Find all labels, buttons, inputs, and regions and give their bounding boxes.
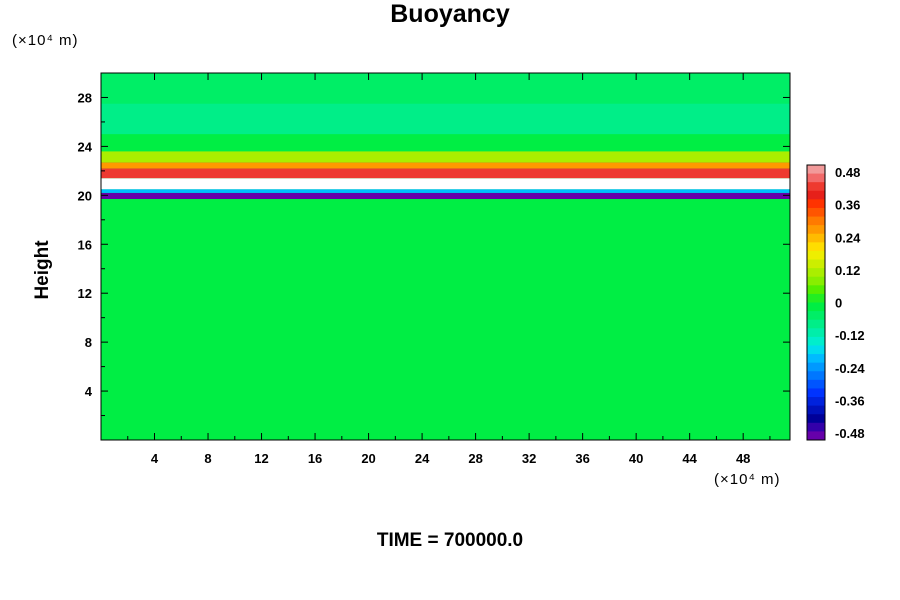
colorbar-swatch	[807, 354, 825, 364]
colorbar-label: -0.48	[835, 426, 865, 441]
field-band	[101, 103, 790, 135]
x-tick-label: 40	[629, 451, 643, 466]
x-tick-label: 8	[204, 451, 211, 466]
colorbar-label: 0.12	[835, 263, 860, 278]
colorbar-swatch	[807, 276, 825, 286]
y-tick-label: 20	[78, 188, 92, 203]
colorbar-label: -0.36	[835, 393, 865, 408]
x-tick-label: 4	[151, 451, 159, 466]
colorbar-swatch	[807, 165, 825, 175]
colorbar-swatch	[807, 371, 825, 381]
x-axis-unit: (×10⁴ m)	[714, 471, 781, 488]
field-band	[101, 73, 790, 104]
colorbar-swatch	[807, 319, 825, 329]
x-tick-label: 32	[522, 451, 536, 466]
colorbar-swatch	[807, 216, 825, 226]
y-tick-label: 16	[78, 237, 92, 252]
colorbar-frame	[806, 164, 826, 441]
colorbar-swatch	[807, 311, 825, 321]
colorbar-swatch	[807, 225, 825, 235]
colorbar-swatch	[807, 336, 825, 346]
heatmap-field	[101, 73, 790, 440]
chart-title: Buoyancy	[390, 0, 510, 28]
y-axis-unit: (×10⁴ m)	[12, 32, 79, 49]
colorbar-swatch	[807, 405, 825, 415]
colorbar-swatch	[807, 190, 825, 200]
colorbar-label: 0.36	[835, 198, 860, 213]
y-tick-label: 8	[85, 335, 92, 350]
y-tick-label: 28	[78, 90, 92, 105]
field-band	[101, 134, 790, 152]
colorbar-swatch	[807, 250, 825, 261]
y-tick-label: 4	[85, 384, 93, 399]
y-tick-label: 12	[78, 286, 92, 301]
colorbar-swatch	[807, 397, 825, 407]
colorbar-swatch	[807, 362, 825, 372]
x-tick-label: 12	[254, 451, 268, 466]
field-band	[101, 168, 790, 179]
colorbar-swatch	[807, 414, 825, 424]
x-tick-label: 24	[415, 451, 430, 466]
colorbar-swatch	[807, 293, 825, 303]
field-band	[101, 192, 790, 200]
plot-frame	[100, 72, 791, 441]
colorbar-swatch	[807, 268, 825, 278]
colorbar-swatch	[807, 242, 825, 252]
field-band	[101, 199, 790, 440]
colorbar-label: -0.12	[835, 328, 865, 343]
colorbar-label: -0.24	[835, 361, 865, 376]
colorbar-swatch	[807, 285, 825, 295]
colorbar: 0.48 0.36 0.24 0.12 0 -0.12 -0.24 -0.36 -0.48	[806, 164, 865, 441]
x-tick-label: 28	[468, 451, 482, 466]
field-band	[101, 162, 790, 169]
field-band	[101, 189, 790, 193]
colorbar-label: 0	[835, 296, 842, 311]
colorbar-swatch	[807, 345, 825, 355]
colorbar-swatch	[807, 302, 825, 312]
field-band	[101, 151, 790, 163]
colorbar-swatch	[807, 328, 825, 338]
field-band	[101, 178, 790, 190]
colorbar-swatch	[807, 259, 825, 269]
colorbar-label: 0.48	[835, 165, 860, 180]
colorbar-swatch	[807, 182, 825, 192]
colorbar-swatch	[807, 207, 825, 218]
x-tick-label: 20	[361, 451, 375, 466]
x-tick-label: 44	[682, 451, 697, 466]
x-tick-label: 36	[575, 451, 589, 466]
colorbar-swatch	[807, 233, 825, 243]
x-tick-label: 16	[308, 451, 322, 466]
colorbar-swatch	[807, 388, 825, 398]
colorbar-swatch	[807, 173, 825, 183]
x-tick-label: 48	[736, 451, 750, 466]
colorbar-label: 0.24	[835, 230, 861, 245]
y-tick-label: 24	[78, 139, 93, 154]
colorbar-swatch	[807, 431, 825, 441]
colorbar-swatch	[807, 379, 825, 389]
time-label: TIME = 700000.0	[376, 530, 524, 551]
colorbar-swatch	[807, 199, 825, 209]
colorbar-swatch	[807, 422, 825, 432]
